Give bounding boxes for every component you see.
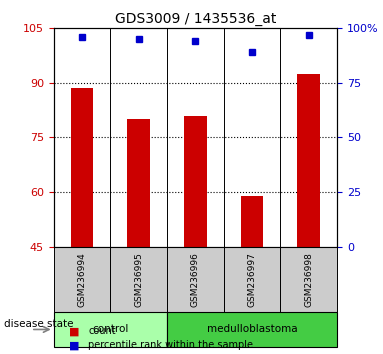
Title: GDS3009 / 1435536_at: GDS3009 / 1435536_at (115, 12, 276, 26)
Text: GSM236995: GSM236995 (134, 252, 143, 307)
FancyBboxPatch shape (54, 246, 110, 312)
FancyBboxPatch shape (224, 246, 280, 312)
Bar (241, 196, 264, 246)
FancyBboxPatch shape (167, 312, 337, 347)
Text: GSM236994: GSM236994 (77, 252, 87, 307)
Text: medulloblastoma: medulloblastoma (207, 325, 297, 335)
Bar (70, 88, 93, 246)
FancyBboxPatch shape (54, 312, 167, 347)
Bar (127, 119, 150, 246)
Text: GSM236998: GSM236998 (304, 252, 313, 307)
Bar (297, 74, 320, 246)
FancyBboxPatch shape (280, 246, 337, 312)
FancyBboxPatch shape (110, 246, 167, 312)
Text: disease state: disease state (4, 319, 73, 329)
Text: GSM236996: GSM236996 (191, 252, 200, 307)
Bar (184, 116, 207, 246)
Text: ■: ■ (69, 341, 79, 350)
FancyBboxPatch shape (167, 246, 224, 312)
Text: count: count (88, 326, 116, 336)
Text: percentile rank within the sample: percentile rank within the sample (88, 341, 253, 350)
Text: ■: ■ (69, 326, 79, 336)
Text: control: control (92, 325, 128, 335)
Text: GSM236997: GSM236997 (247, 252, 257, 307)
